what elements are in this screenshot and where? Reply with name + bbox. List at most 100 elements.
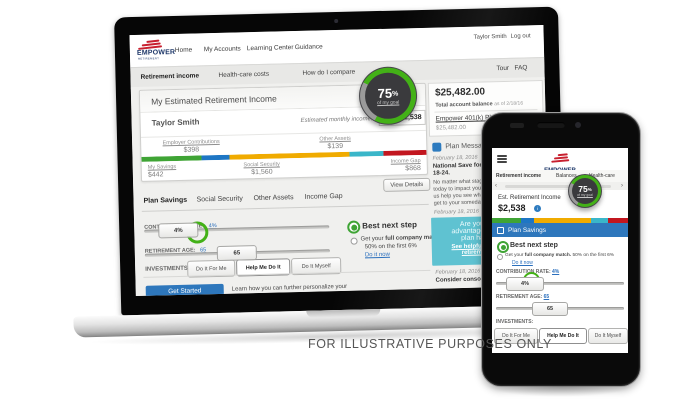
gauge-value: 75 xyxy=(377,85,393,101)
plan-savings-icon xyxy=(497,227,504,234)
nav-item-my-accounts[interactable]: My Accounts xyxy=(203,45,241,54)
illustrative-note: FOR ILLUSTRATIVE PURPOSES ONLY xyxy=(308,337,552,351)
match-line-2: 50% on the first 6% xyxy=(364,243,417,251)
retirement-slider-handle[interactable]: 65 xyxy=(216,245,258,262)
invest-help-me-do-it-button[interactable]: Help Me Do It xyxy=(539,328,587,344)
bar-segment-my-savings xyxy=(141,155,202,162)
laptop-lid-notch xyxy=(306,309,381,318)
total-balance: $25,482.00 xyxy=(434,86,486,99)
invest-do-it-for-me-button[interactable]: Do It For Me xyxy=(494,328,538,344)
investments-label: INVESTMENTS: xyxy=(145,265,190,273)
tab-retirement-income[interactable]: Retirement income xyxy=(496,173,542,179)
scroll-right-icon[interactable]: › xyxy=(621,183,623,189)
retirement-value-link[interactable]: 65 xyxy=(543,294,550,300)
phone-display: EMPOWER RETIREMENT Retirement income Bal… xyxy=(492,148,628,353)
view-details-button[interactable]: View Details xyxy=(383,177,431,192)
tab-health-care-costs[interactable]: Health-care costs xyxy=(218,70,270,79)
match-line: Get your full company match. 50% on the … xyxy=(505,253,615,258)
logout-link[interactable]: Log out xyxy=(510,33,531,40)
ptab-other-assets[interactable]: Other Assets xyxy=(253,194,294,203)
webcam-icon xyxy=(334,18,339,24)
tour-link[interactable]: Tour xyxy=(496,64,510,73)
contribution-slider-handle[interactable]: 4% xyxy=(158,222,199,239)
invest-do-it-myself-button[interactable]: Do It Myself xyxy=(588,328,628,344)
info-icon[interactable]: i xyxy=(534,205,541,212)
best-next-step-icon xyxy=(347,220,361,234)
post-date: February 18, 2016 xyxy=(432,154,478,162)
post-date: February 18, 2016 xyxy=(433,208,479,216)
tab-health-care[interactable]: Health-care xyxy=(589,173,615,179)
bar-segment-my-savings xyxy=(492,218,521,223)
stat-other-assets: Other Assets $139 xyxy=(289,135,381,151)
divider xyxy=(141,203,429,212)
contribution-slider-handle[interactable]: 4% xyxy=(506,277,544,291)
bar-segment-employer-contributions xyxy=(520,218,535,223)
stat-income-gap: Income Gap $868 xyxy=(345,158,421,174)
stat-employer-contributions: Employer Contributions $398 xyxy=(145,139,237,155)
balance-caption: Total account balance as of 2/18/16 xyxy=(435,100,524,109)
hamburger-menu-icon[interactable] xyxy=(497,154,507,164)
bar-segment-income-gap xyxy=(607,218,628,223)
ptab-social-security[interactable]: Social Security xyxy=(196,195,243,204)
retirement-row: RETIREMENT AGE: 65 xyxy=(496,294,549,300)
gauge-unit: % xyxy=(392,90,399,98)
contribution-value-link[interactable]: 4% xyxy=(552,269,560,275)
faq-link[interactable]: FAQ xyxy=(514,64,528,72)
gauge-value: 75 xyxy=(578,183,588,194)
contribution-label: CONTRIBUTION RATE: xyxy=(496,269,551,275)
do-it-now-link[interactable]: Do it now xyxy=(512,260,533,266)
est-income-amount: $2,538 xyxy=(498,203,526,213)
bar-segment-social-security xyxy=(229,151,350,160)
match-bullet-icon xyxy=(350,237,358,245)
tab-retirement-income[interactable]: Retirement income xyxy=(140,72,200,81)
ptab-income-gap[interactable]: Income Gap xyxy=(304,192,343,201)
est-income-title: Est. Retirement Income xyxy=(498,195,561,201)
phone-device: EMPOWER RETIREMENT Retirement income Bal… xyxy=(481,112,641,387)
gauge-unit: % xyxy=(587,186,592,192)
match-bullet-icon xyxy=(497,254,503,260)
phone-sensor-icon xyxy=(510,123,524,128)
tab-scroll-strip: ‹ › xyxy=(492,182,628,190)
divider xyxy=(140,129,426,138)
phone-header: EMPOWER RETIREMENT xyxy=(492,148,628,177)
post-title-2[interactable]: 18-24. xyxy=(432,170,451,177)
scroll-track[interactable] xyxy=(505,185,611,188)
do-it-now-link[interactable]: Do it now xyxy=(364,251,391,259)
best-next-step-icon xyxy=(497,241,509,253)
contribution-slider-track[interactable] xyxy=(496,282,624,285)
bar-segment-employer-contributions xyxy=(201,154,230,161)
retirement-label: RETIREMENT AGE: xyxy=(496,294,543,300)
gauge-sublabel[interactable]: of my goal xyxy=(377,100,400,106)
nav-item-home[interactable]: Home xyxy=(174,46,193,54)
bar-segment-other-assets xyxy=(349,150,384,157)
bar-segment-income-gap xyxy=(383,149,427,156)
gauge-core: 75% of my goal xyxy=(572,178,598,204)
tab-balances[interactable]: Balances xyxy=(556,173,577,179)
gauge-sublabel: of my goal xyxy=(577,193,593,198)
nav-item-guidance[interactable]: Guidance xyxy=(294,43,323,52)
retirement-slider-handle[interactable]: 65 xyxy=(532,302,568,316)
plan-balance: $25,482.00 xyxy=(435,124,466,132)
income-stacked-bar xyxy=(492,218,628,223)
section-title: Plan Savings xyxy=(508,227,546,234)
user-name[interactable]: Taylor Smith xyxy=(473,33,507,41)
stat-social-security: Social Security $1,560 xyxy=(217,161,307,177)
brand-name: EMPOWER xyxy=(136,48,176,57)
scroll-left-icon[interactable]: ‹ xyxy=(495,183,497,189)
plan-savings-section-header[interactable]: Plan Savings xyxy=(492,223,628,237)
bar-segment-other-assets xyxy=(591,218,608,223)
phone-camera-icon xyxy=(575,122,581,128)
post-date: February 18, 2016 xyxy=(435,268,481,276)
tab-how-do-i-compare[interactable]: How do I compare xyxy=(302,68,356,77)
contribution-row: CONTRIBUTION RATE: 4% xyxy=(496,269,559,275)
best-next-step-title: Best next step xyxy=(510,242,558,249)
income-label: Estimated monthly income: xyxy=(300,116,373,124)
phone-speaker-icon xyxy=(537,122,565,128)
ptab-plan-savings[interactable]: Plan Savings xyxy=(143,196,188,205)
plan-messaging-icon xyxy=(432,142,442,152)
get-started-button[interactable]: Get Started xyxy=(145,283,224,297)
nav-item-learning-center[interactable]: Learning Center xyxy=(246,44,294,53)
post-body-line: get to your someday. xyxy=(433,199,485,207)
best-next-step-title: Best next step xyxy=(362,220,418,231)
goal-gauge: 75% of my goal xyxy=(568,174,602,208)
